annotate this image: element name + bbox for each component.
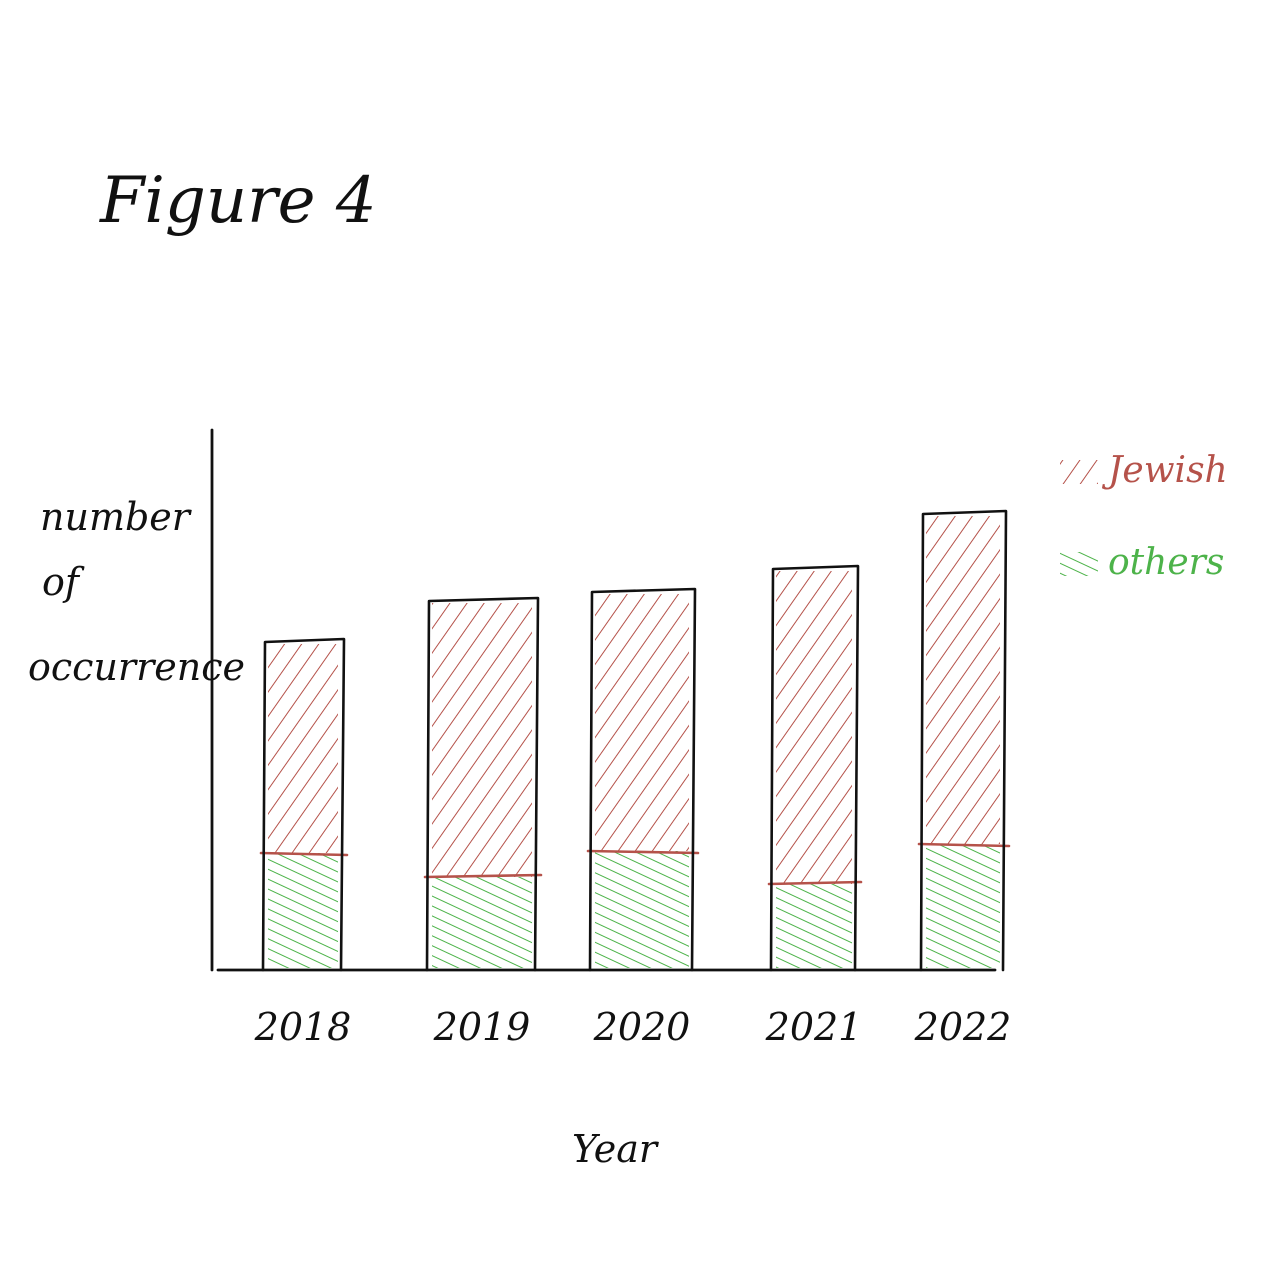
segment-divider-2021 xyxy=(767,880,863,886)
bar-outline-2022 xyxy=(919,509,1008,972)
segment-divider-2018 xyxy=(259,851,349,857)
bar-segment-Jewish-2022 xyxy=(926,516,1000,844)
x-axis-label: Year xyxy=(572,1127,660,1171)
bar-outline-2021 xyxy=(769,564,860,972)
bar-segment-others-2022 xyxy=(926,844,1000,968)
segment-divider-2019 xyxy=(423,873,543,879)
bar-segment-others-2019 xyxy=(432,877,532,968)
bar-2021 xyxy=(767,564,863,972)
legend-label-Jewish: Jewish xyxy=(1101,450,1228,491)
x-tick-label-2021: 2021 xyxy=(765,1005,863,1049)
x-tick-label-2020: 2020 xyxy=(593,1005,691,1049)
bars-group xyxy=(259,509,1011,972)
bar-segment-Jewish-2020 xyxy=(595,594,689,851)
segment-divider-2020 xyxy=(586,849,700,855)
chart-title: Figure 4 xyxy=(99,164,377,238)
legend: Jewish others xyxy=(1060,450,1228,583)
bar-segment-Jewish-2018 xyxy=(268,644,338,853)
y-axis-label-line-3: occurrence xyxy=(28,645,245,689)
bar-2022 xyxy=(917,509,1011,972)
bar-2018 xyxy=(259,637,349,972)
y-axis-label-line-1: number xyxy=(40,495,193,539)
bar-outline-2018 xyxy=(261,637,346,972)
legend-swatch-Jewish xyxy=(1060,460,1098,484)
bar-segment-others-2020 xyxy=(595,851,689,968)
bar-2020 xyxy=(586,587,700,972)
bar-2019 xyxy=(423,596,543,972)
x-tick-label-2019: 2019 xyxy=(433,1005,531,1049)
bar-segment-others-2018 xyxy=(268,853,338,968)
bar-outline-2020 xyxy=(588,587,697,972)
segment-divider-2022 xyxy=(917,842,1011,848)
legend-item-others: others xyxy=(1060,542,1224,583)
legend-swatch-others xyxy=(1060,552,1098,576)
x-tick-labels: 2018 2019 2020 2021 2022 xyxy=(254,1005,1012,1049)
bar-outline-2019 xyxy=(425,596,540,972)
x-tick-label-2018: 2018 xyxy=(254,1005,352,1049)
bar-segment-Jewish-2021 xyxy=(776,571,852,884)
bar-segment-Jewish-2019 xyxy=(432,603,532,877)
legend-item-Jewish: Jewish xyxy=(1060,450,1228,491)
y-axis-label-line-2: of xyxy=(42,560,85,604)
legend-label-others: others xyxy=(1108,542,1224,583)
x-tick-label-2022: 2022 xyxy=(914,1005,1012,1049)
y-axis-label: number of occurrence xyxy=(28,495,245,689)
bar-segment-others-2021 xyxy=(776,884,852,968)
